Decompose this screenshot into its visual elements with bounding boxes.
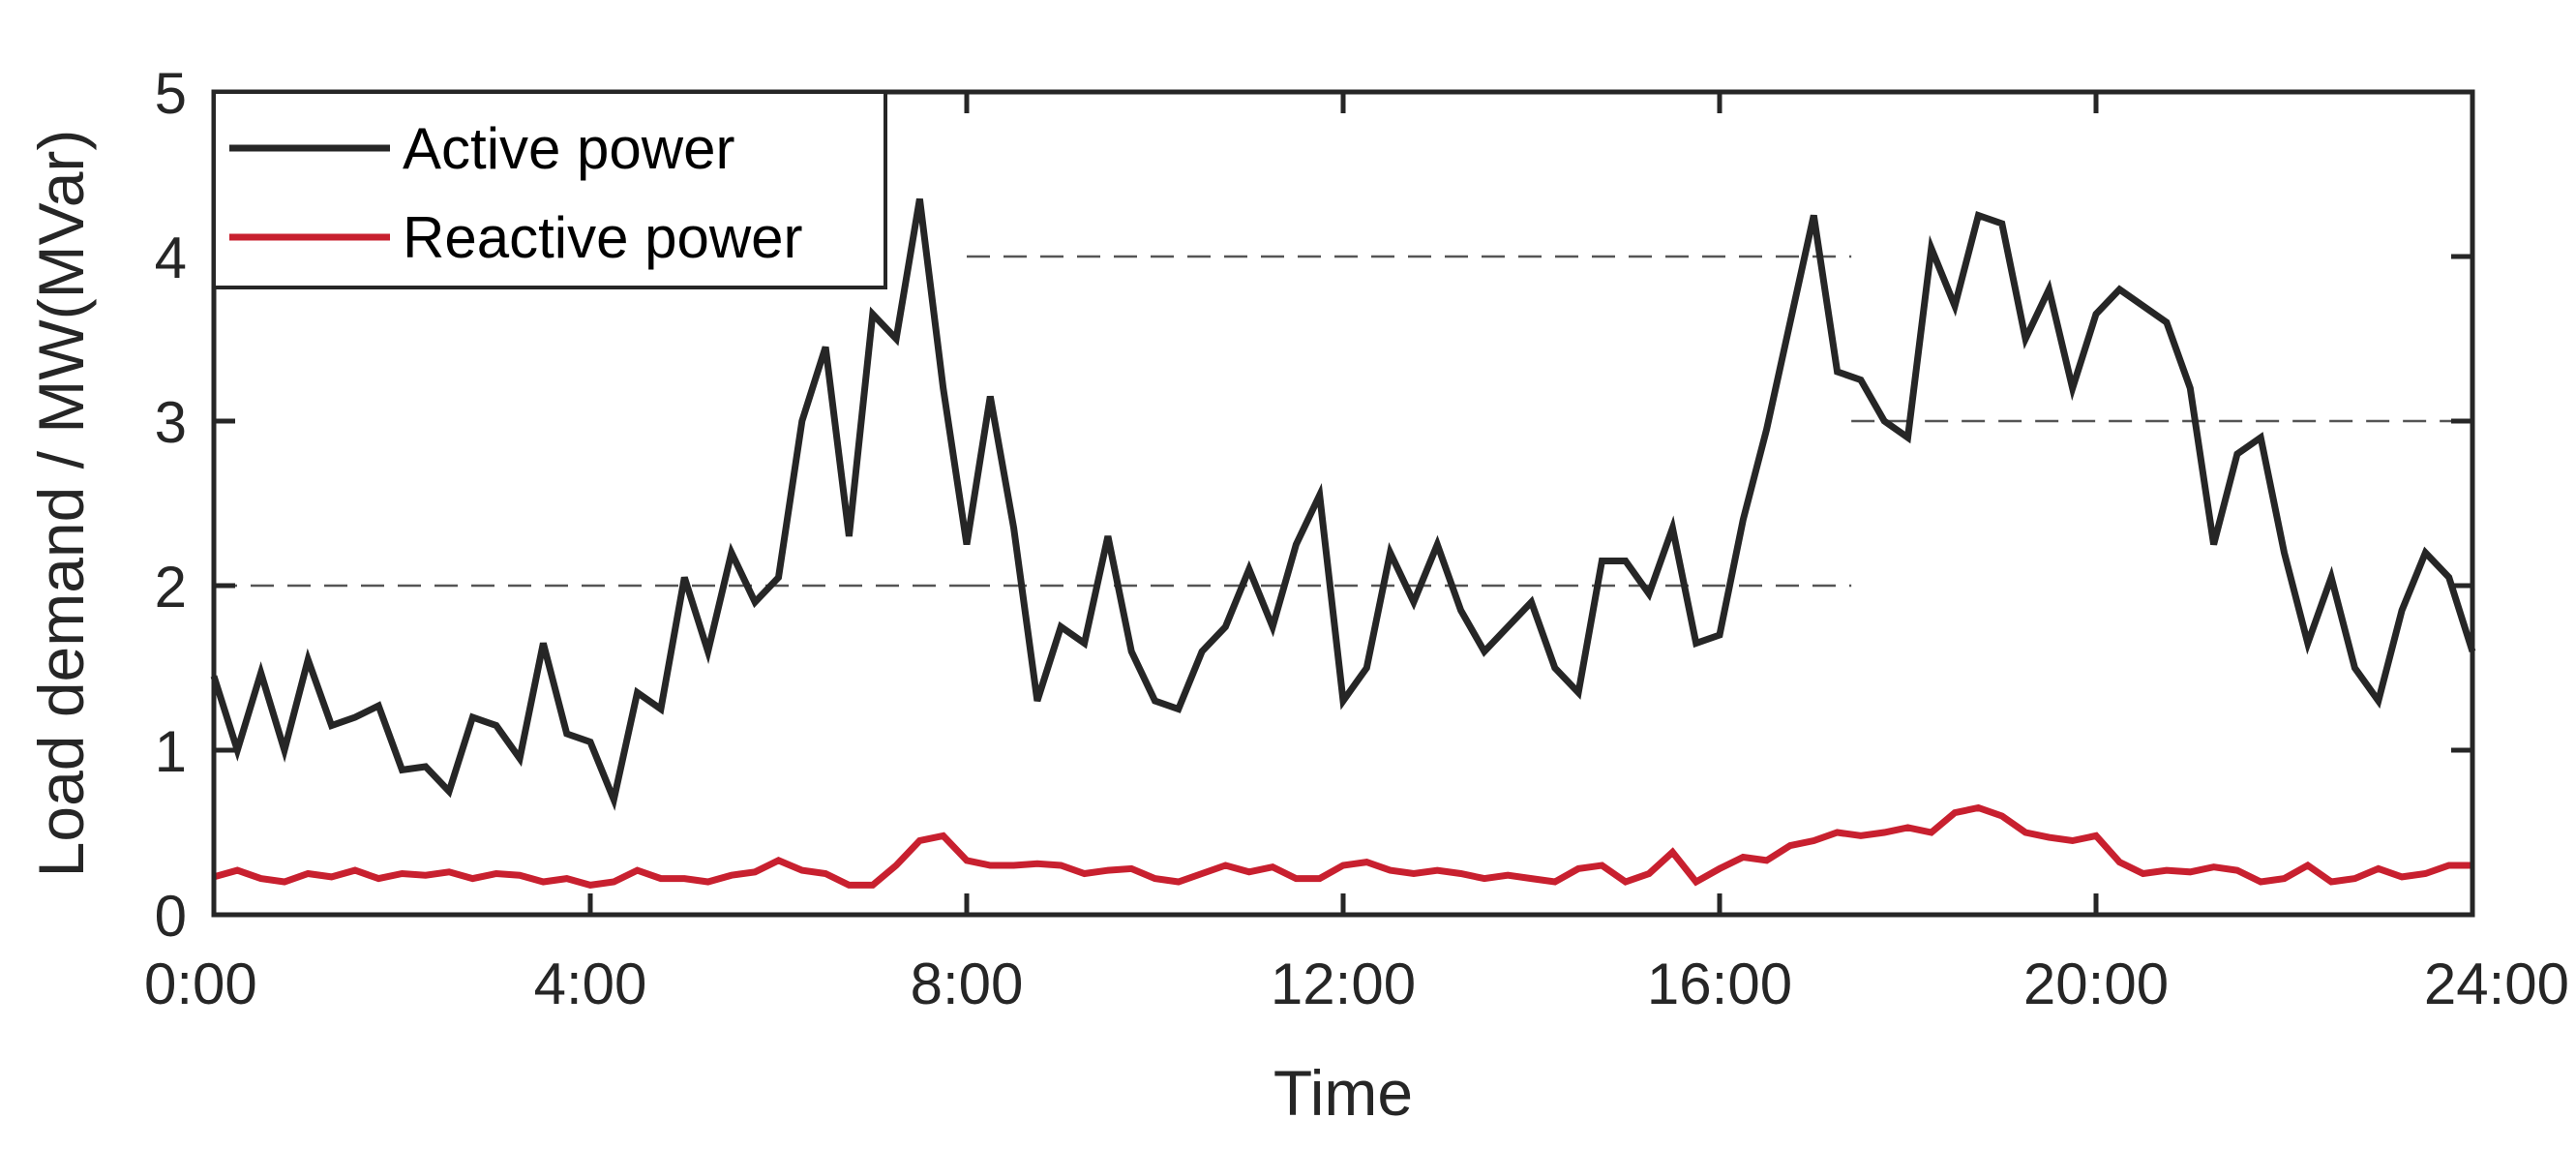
series-layer (210, 197, 2476, 889)
legend-box (212, 90, 887, 289)
x-tick-label-0: 0:00 (144, 952, 257, 1016)
x-tick-label-5: 20:00 (2023, 952, 2169, 1016)
x-tick-label-2: 8:00 (911, 952, 1024, 1016)
x-tick-label-3: 12:00 (1271, 952, 1416, 1016)
legend-label-reactive-power: Reactive power (403, 205, 803, 270)
y-axis-label: Load demand / MW(MVar) (25, 130, 97, 878)
y-tick-label-4: 4 (155, 226, 187, 290)
plot-area-frame (211, 89, 2475, 918)
x-tick-label-6: 24:00 (2424, 952, 2569, 1016)
series-points-reactive-power (213, 807, 2473, 886)
y-tick-label-0: 0 (155, 884, 187, 949)
x-axis-label: Time (1273, 1057, 1413, 1129)
x-tick-labels: 0:00 4:00 8:00 12:00 16:00 20:00 24:00 (144, 952, 2569, 1016)
y-tick-label-2: 2 (155, 555, 187, 620)
y-tick-labels: 0 1 2 3 4 5 (155, 61, 187, 949)
legend-label-active-power: Active power (403, 116, 734, 181)
y-tick-label-3: 3 (155, 390, 187, 455)
x-tick-label-1: 4:00 (534, 952, 647, 1016)
x-tick-label-4: 16:00 (1647, 952, 1792, 1016)
y-tick-label-1: 1 (155, 719, 187, 784)
series-points-active-power (213, 198, 2473, 801)
y-tick-label-5: 5 (155, 61, 187, 126)
legend: Active power Reactive power (212, 90, 887, 289)
